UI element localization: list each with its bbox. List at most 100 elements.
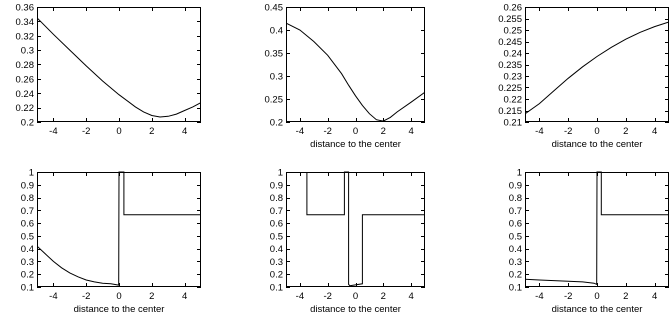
- x-tick-label: 4: [652, 291, 657, 302]
- chart-panel-6: -4 -2 0 2 4 0.1 0.2 0.3 0.4 0.50.6 0.7 0.8 0.91 dista…: [509, 168, 669, 315]
- y-tick-label: 0.28: [16, 60, 35, 71]
- y-tick-label: 0.7: [21, 206, 34, 217]
- x-axis-label: distance to the center: [552, 139, 643, 150]
- x-tick-label: 0: [116, 291, 121, 302]
- x-tick-label: -4: [296, 291, 304, 302]
- y-tick-label: 0.4: [270, 26, 283, 37]
- y-tick-label: 0.24: [16, 89, 35, 100]
- x-tick-label: 2: [623, 291, 628, 302]
- y-tick-label: 0.2: [21, 118, 34, 129]
- x-tick-label: 2: [623, 126, 628, 137]
- x-tick-label: -2: [564, 126, 572, 137]
- x-tick-label: -4: [49, 126, 57, 137]
- y-tick-label: 0.9: [509, 180, 522, 191]
- x-tick-label: 2: [381, 291, 386, 302]
- y-tick-label: 0.22: [504, 95, 523, 106]
- y-tick-label: 0.235: [498, 60, 522, 71]
- y-tick-label: 0.4: [270, 244, 283, 255]
- y-tick-label: 0.26: [16, 74, 35, 85]
- chart-panel-3: -4 -2 0 2 40.210.2150.220.2250.230.2350.240.…: [498, 3, 669, 150]
- y-tick-label: 0.1: [270, 283, 283, 294]
- y-tick-label: 0.4: [509, 244, 522, 255]
- y-tick-label: 0.215: [498, 106, 522, 117]
- x-tick-label: 0: [594, 126, 599, 137]
- x-tick-label: 0: [353, 291, 358, 302]
- y-tick-label: 0.2: [270, 270, 283, 281]
- y-tick-label: 0.3: [509, 257, 522, 268]
- y-tick-label: 0.2: [509, 270, 522, 281]
- x-tick-label: 4: [408, 291, 413, 302]
- plot-frame: [286, 172, 425, 287]
- chart-panel-2: -4 -2 0 2 4 0.2 0.25 0.3 0.35 0.4 0.45 distance to …: [265, 3, 425, 150]
- x-tick-label: 4: [652, 126, 657, 137]
- y-tick-label: 0.2: [21, 270, 34, 281]
- series-line-1: [525, 171, 669, 286]
- y-tick-label: 0.7: [270, 206, 283, 217]
- x-tick-label: 4: [408, 126, 413, 137]
- y-tick-label: 0.25: [265, 95, 284, 106]
- y-tick-label: 0.2: [270, 118, 283, 129]
- series-line-1: [37, 171, 201, 286]
- y-tick-label: 0.8: [270, 193, 283, 204]
- y-tick-label: 0.35: [265, 49, 284, 60]
- y-tick-label: 0.9: [21, 180, 34, 191]
- series-line-1: [306, 171, 425, 287]
- x-tick-label: 4: [182, 126, 187, 137]
- y-tick-label: 0.3: [270, 257, 283, 268]
- x-tick-label: -2: [82, 126, 90, 137]
- x-tick-label: -2: [323, 126, 331, 137]
- y-tick-label: 0.25: [504, 26, 523, 37]
- y-tick-label: 0.3: [21, 46, 34, 57]
- y-tick-label: 0.36: [16, 3, 35, 14]
- x-tick-label: -4: [49, 291, 57, 302]
- y-tick-label: 1: [517, 168, 522, 179]
- x-axis-label: distance to the center: [310, 304, 401, 315]
- x-tick-label: 4: [182, 291, 187, 302]
- series-line-1: [525, 21, 669, 115]
- series-line-1: [37, 17, 201, 118]
- x-tick-label: -4: [296, 126, 304, 137]
- y-tick-label: 0.9: [270, 180, 283, 191]
- x-tick-label: 2: [149, 291, 154, 302]
- y-tick-label: 0.255: [498, 14, 522, 25]
- chart-panel-5: -4 -2 0 2 4 0.1 0.2 0.3 0.4 0.50.6 0.7 0.8 0.91 dista…: [270, 168, 425, 315]
- y-tick-label: 0.5: [21, 231, 34, 242]
- x-axis-label: distance to the center: [552, 304, 643, 315]
- x-axis-label: distance to the center: [310, 139, 401, 150]
- x-tick-label: 2: [381, 126, 386, 137]
- plot-frame: [286, 7, 425, 122]
- y-tick-label: 0.34: [16, 17, 35, 28]
- y-tick-label: 0.45: [265, 3, 284, 14]
- y-tick-label: 0.21: [504, 118, 523, 129]
- plot-frame: [37, 7, 201, 122]
- x-tick-label: -4: [535, 291, 543, 302]
- y-tick-label: 0.1: [509, 283, 522, 294]
- y-tick-label: 0.3: [21, 257, 34, 268]
- x-axis-label: distance to the center: [74, 304, 165, 315]
- y-tick-label: 0.22: [16, 103, 35, 114]
- y-tick-label: 0.225: [498, 83, 522, 94]
- y-tick-label: 0.26: [504, 3, 523, 14]
- y-tick-label: 0.5: [509, 231, 522, 242]
- y-tick-label: 0.6: [21, 219, 34, 230]
- y-tick-label: 1: [278, 168, 283, 179]
- x-tick-label: 0: [353, 126, 358, 137]
- x-tick-label: 0: [594, 291, 599, 302]
- y-tick-label: 0.24: [504, 49, 523, 60]
- chart-panel-4: -4 -2 0 2 4 0.1 0.2 0.3 0.4 0.50.6 0.7 0.8 0.91 dista…: [21, 168, 201, 315]
- plot-frame: [525, 7, 669, 122]
- x-tick-label: -4: [535, 126, 543, 137]
- y-tick-label: 0.7: [509, 206, 522, 217]
- y-tick-label: 0.245: [498, 37, 522, 48]
- y-tick-label: 0.8: [509, 193, 522, 204]
- y-tick-label: 0.23: [504, 72, 523, 83]
- x-tick-label: 2: [149, 126, 154, 137]
- x-tick-label: -2: [564, 291, 572, 302]
- x-tick-label: -2: [323, 291, 331, 302]
- x-tick-label: -2: [82, 291, 90, 302]
- chart-panel-1: -4 -2 0 2 4 0.2 0.22 0.24 0.26 0.28 0.3 0.32 0.34 0.3…: [16, 3, 201, 137]
- y-tick-label: 0.8: [21, 193, 34, 204]
- y-tick-label: 0.6: [509, 219, 522, 230]
- y-tick-label: 0.5: [270, 231, 283, 242]
